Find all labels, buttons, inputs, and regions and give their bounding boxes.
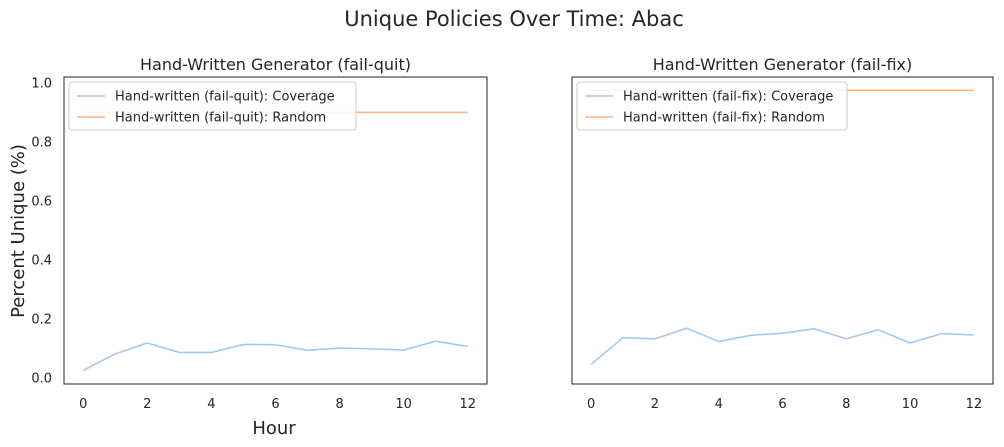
legend-entry: Hand-written (fail-quit): Random — [115, 111, 326, 126]
figure-suptitle: Unique Policies Over Time: Abac — [344, 7, 684, 31]
x-tick-label: 12 — [459, 397, 476, 412]
subplot-title: Hand-Written Generator (fail-fix) — [653, 55, 912, 74]
legend: Hand-written (fail-fix): Coverage Hand-wr… — [576, 81, 848, 131]
axes-frame — [571, 76, 994, 385]
subplot-title: Hand-Written Generator (fail-quit) — [140, 55, 411, 74]
series-line-coverage — [82, 340, 468, 372]
x-tick-label: 0 — [587, 397, 595, 412]
y-tick-label: 0.8 — [31, 135, 52, 150]
x-tick-label: 8 — [842, 397, 850, 412]
legend: Hand-written (fail-quit): Coverage Hand-w… — [68, 81, 357, 131]
x-tick-label: 0 — [79, 397, 87, 412]
x-tick-label: 6 — [271, 397, 279, 412]
y-tick-label: 0.6 — [31, 194, 52, 209]
x-tick-label: 8 — [335, 397, 343, 412]
y-axis-label: Percent Unique (%) — [8, 144, 29, 318]
legend-entry: Hand-written (fail-fix): Random — [623, 111, 825, 126]
x-tick-label: 12 — [966, 397, 983, 412]
y-tick-label: 1.0 — [31, 76, 52, 91]
x-tick-label: 2 — [651, 397, 659, 412]
y-tick-label: 0.2 — [31, 313, 52, 328]
x-axis-label: Hour — [252, 418, 296, 439]
x-tick-label: 2 — [143, 397, 151, 412]
x-tick-label: 4 — [207, 397, 215, 412]
axes-frame — [63, 76, 488, 385]
subplot-1: Hand-Written Generator (fail-quit) 0 2 4 6 8 1… — [31, 55, 488, 412]
y-tick-label: 0.0 — [31, 372, 52, 387]
legend-entry: Hand-written (fail-fix): Coverage — [623, 90, 833, 105]
x-tick-label: 10 — [902, 397, 919, 412]
x-tick-label: 10 — [395, 397, 412, 412]
legend-box — [68, 81, 357, 131]
x-tick-label: 6 — [778, 397, 786, 412]
subplot-2: Hand-Written Generator (fail-fix) 0 2 4 6 8 10… — [571, 55, 994, 412]
y-tick-label: 0.4 — [31, 254, 52, 269]
x-tick-label: 4 — [715, 397, 723, 412]
legend-entry: Hand-written (fail-quit): Coverage — [115, 90, 335, 105]
series-line-coverage — [590, 327, 974, 365]
legend-box — [576, 81, 848, 131]
